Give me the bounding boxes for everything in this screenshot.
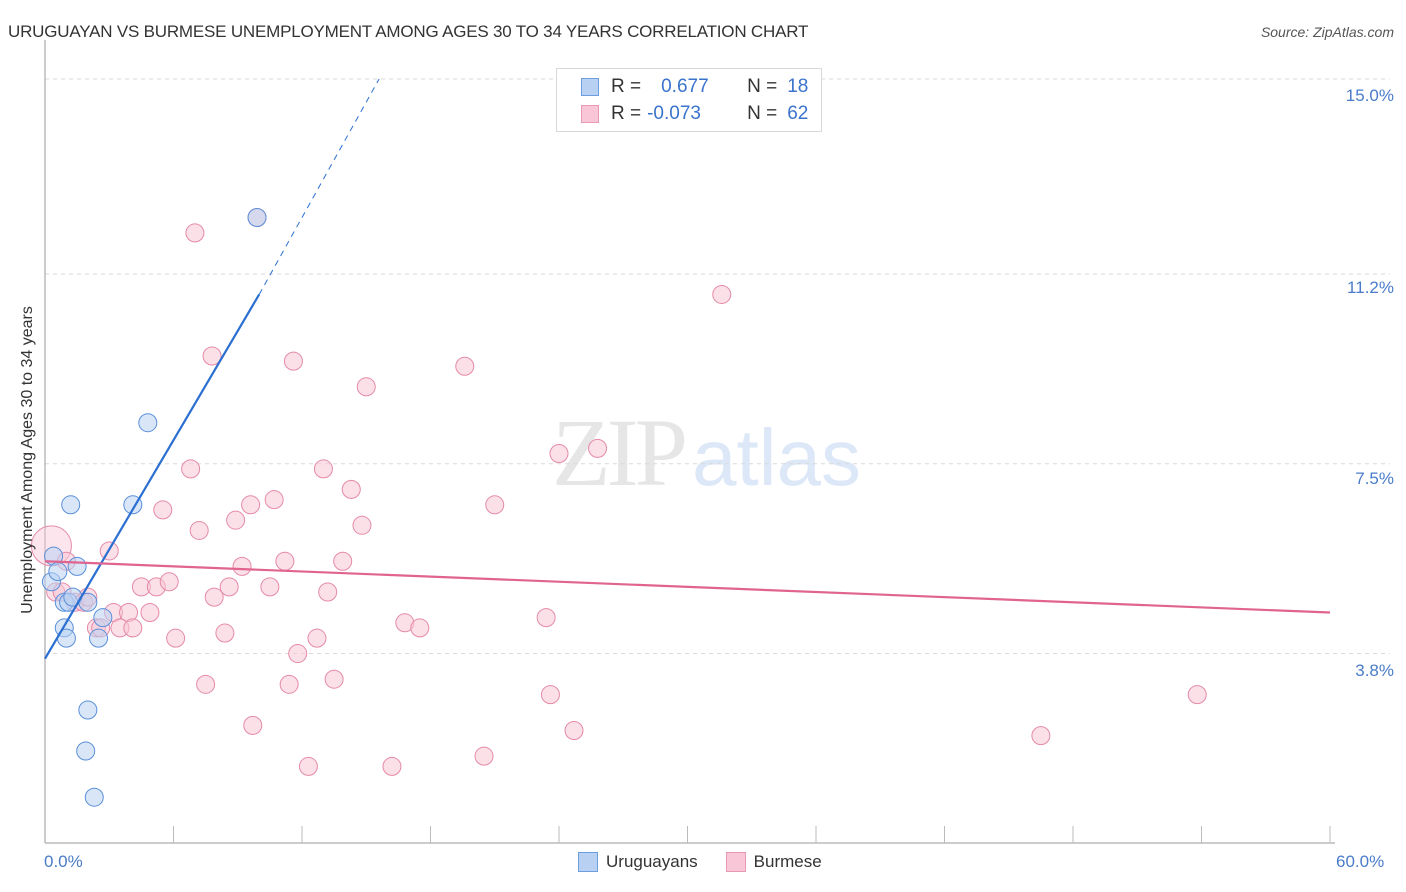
data-point[interactable] <box>356 377 376 397</box>
y-tick-3-8: 3.8% <box>1355 661 1394 680</box>
legend-item-uruguayans[interactable]: Uruguayans <box>578 852 698 872</box>
data-point[interactable] <box>549 443 569 463</box>
data-point[interactable] <box>264 490 284 510</box>
x-tick-0: 0.0% <box>44 852 83 871</box>
data-point[interactable] <box>333 551 353 571</box>
uruguayans-swatch <box>578 852 598 872</box>
data-point[interactable] <box>485 495 505 515</box>
data-point[interactable] <box>185 223 205 243</box>
uruguayans-swatch <box>581 78 599 96</box>
data-point[interactable] <box>241 495 261 515</box>
data-point[interactable] <box>288 644 308 664</box>
uruguayans-trend-line <box>44 293 261 660</box>
data-point[interactable] <box>123 618 143 638</box>
data-point[interactable] <box>76 741 96 761</box>
data-point[interactable] <box>166 628 186 648</box>
data-point[interactable] <box>138 413 158 433</box>
r-label: R = <box>611 103 642 124</box>
data-point[interactable] <box>219 577 239 597</box>
r-label: R = <box>611 76 642 97</box>
data-point[interactable] <box>1187 685 1207 705</box>
legend-item-burmese[interactable]: Burmese <box>725 852 822 872</box>
data-point[interactable] <box>226 510 246 530</box>
chart-title: URUGUAYAN VS BURMESE UNEMPLOYMENT AMONG … <box>8 22 809 41</box>
axes <box>44 40 1335 844</box>
data-point[interactable] <box>232 556 252 576</box>
data-point[interactable] <box>474 746 494 766</box>
data-point[interactable] <box>140 603 160 623</box>
legend-label: Burmese <box>753 852 822 871</box>
data-point[interactable] <box>1031 726 1051 746</box>
data-point[interactable] <box>283 351 303 371</box>
data-point[interactable] <box>298 756 318 776</box>
data-point[interactable] <box>382 756 402 776</box>
data-point[interactable] <box>153 500 173 520</box>
data-point[interactable] <box>61 495 81 515</box>
uruguayans-trend-extension <box>258 78 380 295</box>
data-point[interactable] <box>93 608 113 628</box>
data-point[interactable] <box>89 628 109 648</box>
data-point[interactable] <box>536 608 556 628</box>
legend-label: Uruguayans <box>606 852 698 871</box>
data-point[interactable] <box>540 685 560 705</box>
r-value: 0.677 <box>661 76 709 97</box>
legend-row-burmese: R = -0.073 N = 62 <box>581 102 808 126</box>
data-point[interactable] <box>307 628 327 648</box>
data-point[interactable] <box>189 520 209 540</box>
data-point[interactable] <box>410 618 430 638</box>
data-point[interactable] <box>318 582 338 602</box>
data-point[interactable] <box>84 787 104 807</box>
y-tick-7-5: 7.5% <box>1355 469 1394 488</box>
data-point[interactable] <box>204 587 224 607</box>
y-tick-11-2: 11.2% <box>1347 278 1394 297</box>
data-point[interactable] <box>247 208 267 228</box>
legend-row-uruguayans: R = 0.677 N = 18 <box>581 75 808 99</box>
burmese-swatch <box>725 852 746 872</box>
data-point[interactable] <box>260 577 280 597</box>
data-point[interactable] <box>275 551 295 571</box>
data-point[interactable] <box>564 721 584 741</box>
n-label: N = <box>747 76 778 97</box>
data-point[interactable] <box>712 284 732 304</box>
data-point[interactable] <box>215 623 235 643</box>
series-legend: Uruguayans Burmese <box>578 852 850 872</box>
n-value: 62 <box>787 103 809 124</box>
data-point[interactable] <box>196 674 216 694</box>
data-point[interactable] <box>279 674 299 694</box>
data-point[interactable] <box>324 669 344 689</box>
data-point[interactable] <box>455 356 475 376</box>
data-point[interactable] <box>67 556 87 576</box>
trend-lines <box>44 78 1331 660</box>
data-point[interactable] <box>352 515 372 535</box>
data-point[interactable] <box>159 572 179 592</box>
data-point[interactable] <box>243 715 263 735</box>
data-point[interactable] <box>341 479 361 499</box>
data-point[interactable] <box>78 700 98 720</box>
burmese-trend-line <box>44 560 1331 614</box>
correlation-legend: R = 0.677 N = 18 R = -0.073 N = 62 <box>556 68 822 132</box>
data-point[interactable] <box>202 346 222 366</box>
burmese-swatch <box>581 105 599 123</box>
source-label: Source: ZipAtlas.com <box>1260 24 1394 40</box>
data-point[interactable] <box>181 459 201 479</box>
n-label: N = <box>747 103 778 124</box>
n-value: 18 <box>787 76 809 97</box>
burmese-points <box>30 208 1207 776</box>
r-value: -0.073 <box>647 103 701 124</box>
data-point[interactable] <box>313 459 333 479</box>
data-point[interactable] <box>588 438 608 458</box>
x-tick-60: 60.0% <box>1336 852 1385 871</box>
data-point[interactable] <box>48 561 68 581</box>
y-axis-label: Unemployment Among Ages 30 to 34 years <box>19 306 36 614</box>
y-tick-15: 15.0% <box>1345 86 1394 105</box>
